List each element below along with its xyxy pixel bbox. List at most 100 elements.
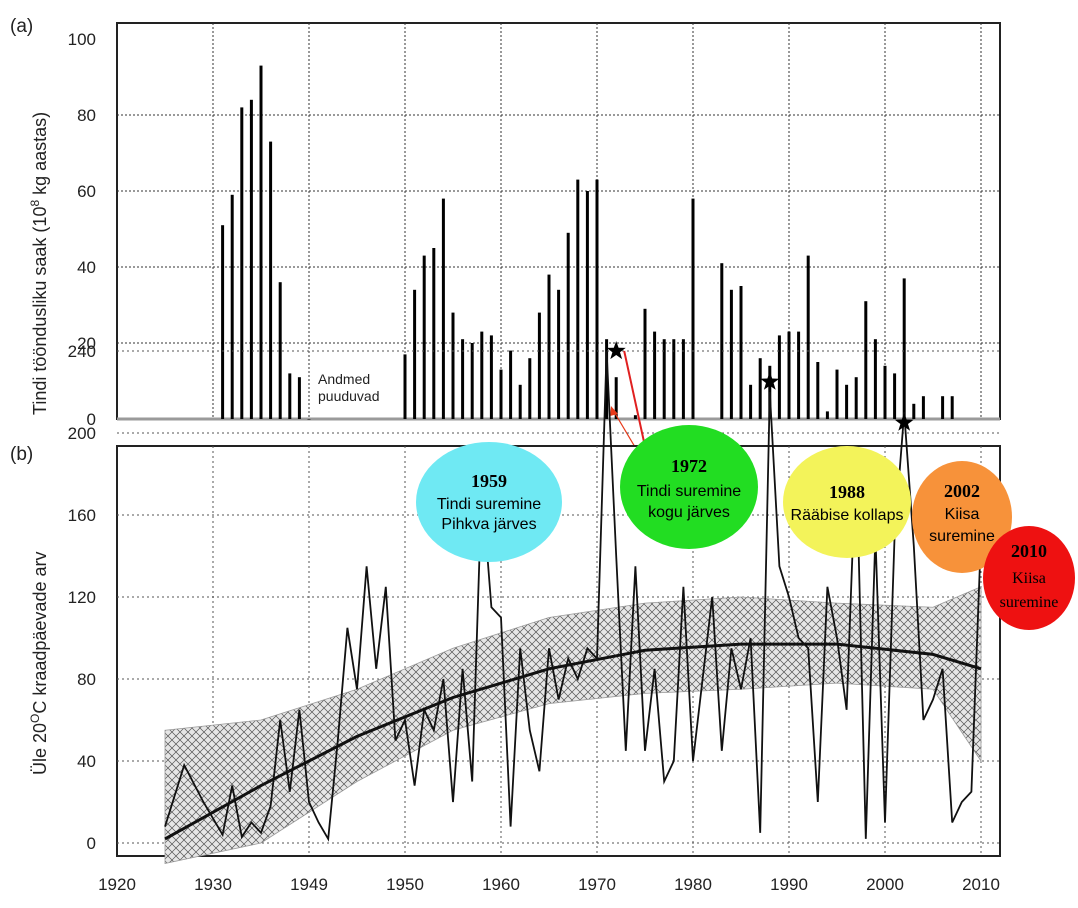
bar <box>413 289 417 419</box>
bar <box>480 331 484 419</box>
x-tick-label: 1960 <box>482 875 520 894</box>
bar <box>787 331 791 419</box>
panel-b-ytick-label: 80 <box>77 670 96 689</box>
bar <box>509 350 513 419</box>
x-tick-label: 1950 <box>386 875 424 894</box>
bar <box>230 194 234 419</box>
svg-text:Kiisa: Kiisa <box>1012 570 1046 587</box>
bar <box>518 384 522 419</box>
panel-b-ylabel: Üle 20OC kraadpäevade arv <box>28 552 50 775</box>
bar <box>758 358 762 419</box>
bar <box>643 308 647 419</box>
x-tick-label: 1949 <box>290 875 328 894</box>
bar <box>240 107 244 420</box>
panel-a-ytick-label: 40 <box>77 258 96 277</box>
bubble-1959: 1959 Tindi suremine Pihkva järves <box>416 442 562 562</box>
bar <box>873 339 877 419</box>
bar <box>672 339 676 419</box>
panel-b-label: (b) <box>10 444 33 465</box>
bar <box>259 65 263 419</box>
bar <box>921 396 925 419</box>
bar <box>432 248 436 419</box>
bar <box>422 255 426 419</box>
bar <box>288 373 292 419</box>
svg-text:suremine: suremine <box>1000 594 1059 611</box>
svg-text:Tindi suremine: Tindi suremine <box>437 496 541 513</box>
bar <box>950 396 954 419</box>
bubble-2002: 2002 Kiisa suremine <box>912 461 1012 573</box>
bar <box>451 312 455 419</box>
degree-days-line <box>164 350 982 842</box>
svg-text:2010: 2010 <box>1011 541 1047 561</box>
bar <box>403 354 407 419</box>
x-tick-label: 1990 <box>770 875 808 894</box>
x-tick-label: 2010 <box>962 875 1000 894</box>
bar <box>461 339 465 419</box>
svg-text:1959: 1959 <box>471 471 507 491</box>
bar <box>864 301 868 419</box>
x-tick-label: 1970 <box>578 875 616 894</box>
panel-b-yticks: 0 40 80 120 160 200 240 <box>68 342 96 853</box>
bubble-1988: 1988 Rääbise kollaps <box>783 446 911 558</box>
x-tick-label: 1980 <box>674 875 712 894</box>
bar <box>595 179 599 419</box>
bar <box>557 289 561 419</box>
panel-b-ytick-label: 200 <box>68 424 96 443</box>
bar <box>537 312 541 419</box>
bar <box>528 358 532 419</box>
svg-text:suremine: suremine <box>929 528 995 545</box>
bubble-2010: 2010 Kiisa suremine <box>983 526 1075 630</box>
svg-text:Pihkva järves: Pihkva järves <box>441 516 536 533</box>
bar <box>633 415 637 419</box>
bar <box>441 198 445 419</box>
bar <box>883 365 887 419</box>
panel-a-ylabel: Tindi tööndusliku saak (108 kg aastas) <box>28 112 50 415</box>
bar <box>585 191 589 419</box>
bar <box>221 225 225 419</box>
x-tick-label: 1930 <box>194 875 232 894</box>
svg-text:Kiisa: Kiisa <box>945 506 980 523</box>
bar <box>912 403 916 419</box>
bar <box>777 335 781 419</box>
svg-text:1972: 1972 <box>671 456 707 476</box>
svg-text:1988: 1988 <box>829 482 865 502</box>
bar <box>470 343 474 419</box>
event-star <box>760 371 780 390</box>
bar <box>691 198 695 419</box>
bar <box>566 232 570 419</box>
panel-a-label: (a) <box>10 16 33 37</box>
bar <box>835 369 839 419</box>
panel-a-ytick-label: 80 <box>77 106 96 125</box>
annotation-arrowhead <box>610 406 618 416</box>
no-data-note-line1: Andmed <box>318 371 370 387</box>
bar <box>249 99 253 420</box>
bar <box>547 274 551 419</box>
bar <box>816 362 820 419</box>
bar <box>902 278 906 419</box>
event-star <box>606 341 626 360</box>
bar <box>297 377 301 419</box>
bubble-1972: 1972 Tindi suremine kogu järves <box>620 425 758 549</box>
bar <box>307 419 311 420</box>
svg-text:kogu järves: kogu järves <box>648 504 730 521</box>
svg-text:Rääbise kollaps: Rääbise kollaps <box>791 507 904 524</box>
panel-a-ytick-label: 0 <box>87 410 96 429</box>
panel-a-ytick-label: 20 <box>77 334 96 353</box>
bar <box>749 384 753 419</box>
bar <box>720 263 724 419</box>
panel-b-ytick-label: 40 <box>77 752 96 771</box>
bar <box>489 335 493 419</box>
bar <box>269 141 273 419</box>
panel-b-ytick-label: 120 <box>68 588 96 607</box>
panel-a-ytick-label: 100 <box>68 30 96 49</box>
panel-a-ytick-label: 60 <box>77 182 96 201</box>
bar <box>499 369 503 419</box>
bar <box>739 286 743 419</box>
x-tick-label: 2000 <box>866 875 904 894</box>
bar <box>806 255 810 419</box>
svg-text:2002: 2002 <box>944 481 980 501</box>
bar <box>845 384 849 419</box>
event-star <box>894 412 914 431</box>
bar <box>797 331 801 419</box>
